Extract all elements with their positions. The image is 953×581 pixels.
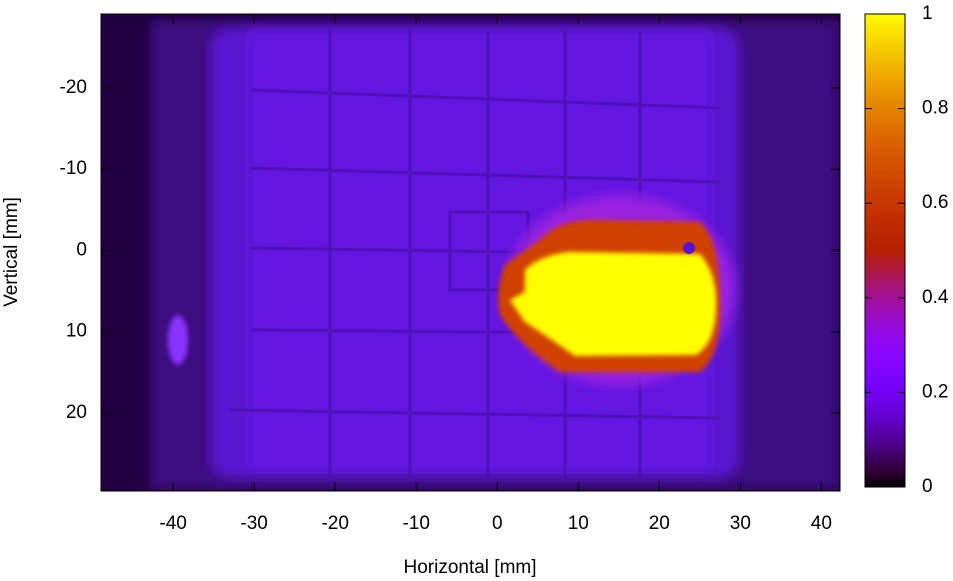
colorbar-tick-label: 1 <box>922 3 933 24</box>
colorbar-tick-label: 0.8 <box>922 98 948 119</box>
y-tick-label: 0 <box>76 239 87 260</box>
y-tick-label: -20 <box>60 77 87 98</box>
x-tick-label: -40 <box>159 513 186 534</box>
colorbar-tick-label: 0 <box>922 476 933 497</box>
colorbar-tick-label: 0.6 <box>922 192 948 213</box>
x-tick-label: -20 <box>321 513 348 534</box>
x-tick-label: -10 <box>402 513 429 534</box>
x-tick-label: 0 <box>492 513 503 534</box>
y-tick-label: -10 <box>60 158 87 179</box>
colorbar-tick-label: 0.2 <box>922 381 948 402</box>
x-tick-label: 40 <box>811 513 832 534</box>
x-tick-label: 30 <box>730 513 751 534</box>
y-tick-label: 20 <box>66 402 87 423</box>
x-tick-label: -30 <box>240 513 267 534</box>
plot-frame <box>100 13 841 492</box>
x-tick-label: 20 <box>649 513 670 534</box>
y-axis-label: Vertical [mm] <box>1 197 22 307</box>
y-tick-label: 10 <box>66 321 87 342</box>
x-axis-label: Horizontal [mm] <box>403 557 536 578</box>
colorbar <box>864 13 906 488</box>
heatmap-image <box>101 14 840 491</box>
colorbar-tick-label: 0.4 <box>922 287 949 308</box>
x-tick-label: 10 <box>568 513 589 534</box>
